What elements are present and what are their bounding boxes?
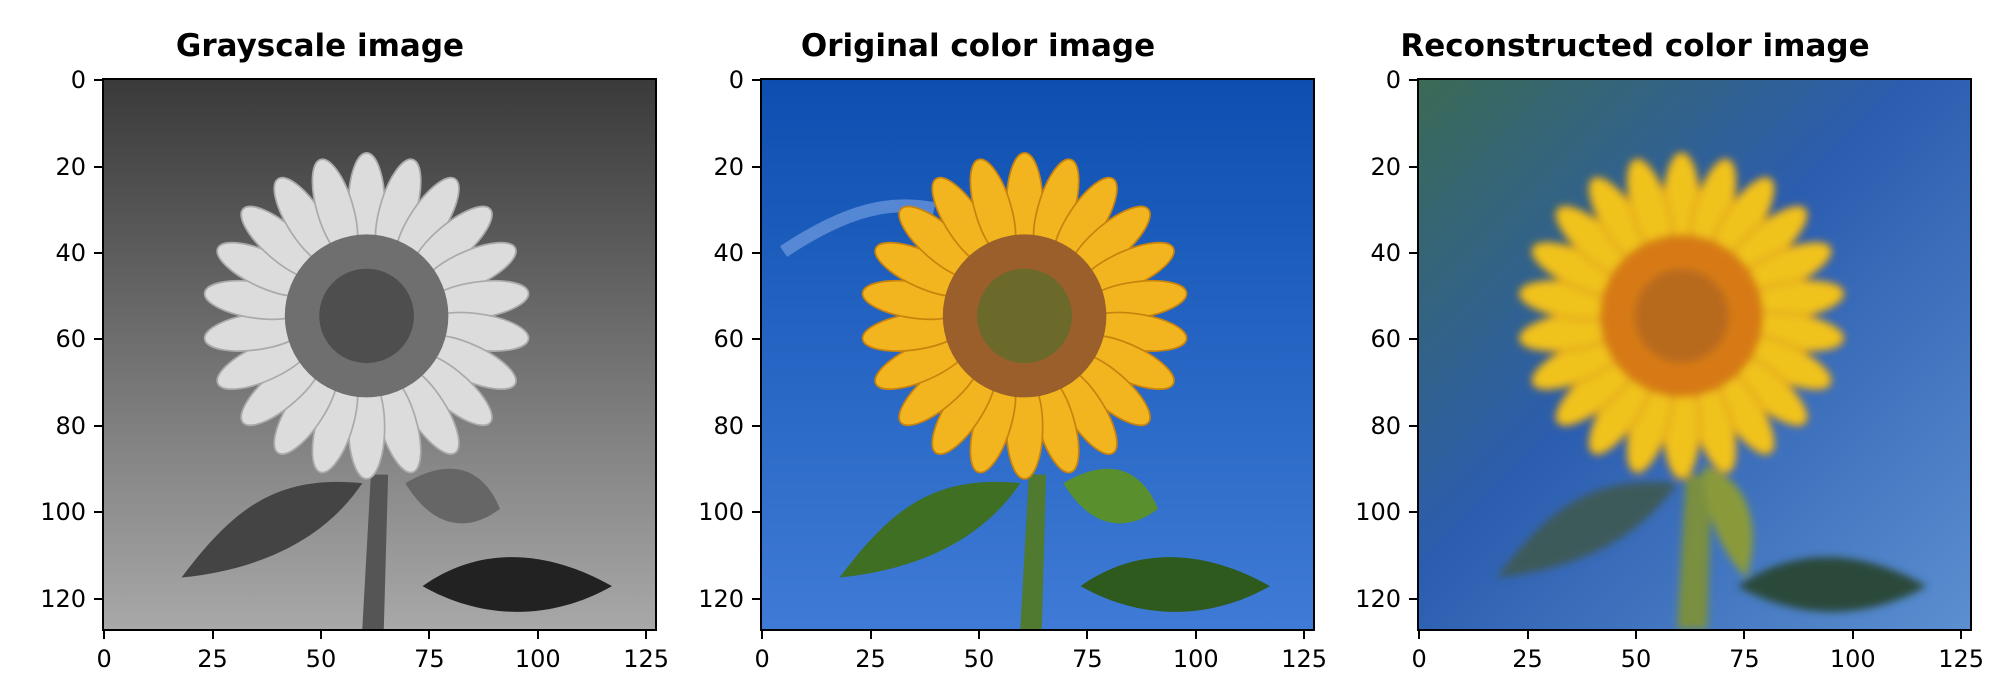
y-tick-label: 120 bbox=[1355, 584, 1401, 613]
y-tick-mark bbox=[752, 597, 760, 600]
x-tick-label: 100 bbox=[1172, 645, 1219, 673]
panel-title: Reconstructed color image bbox=[1400, 28, 1870, 64]
y-tick-label: 80 bbox=[1370, 411, 1401, 440]
x-tick-mark bbox=[1526, 631, 1529, 639]
reconstructed-color-image bbox=[1419, 80, 1970, 629]
x-tick-mark bbox=[761, 631, 764, 639]
x-tick-label: 0 bbox=[754, 645, 770, 673]
x-tick-label: 100 bbox=[514, 645, 561, 673]
x-tick-label: 0 bbox=[1411, 645, 1427, 673]
x-tick-mark bbox=[319, 631, 322, 639]
y-tick-label: 20 bbox=[55, 152, 86, 181]
y-tick-mark bbox=[752, 338, 760, 341]
y-tick-mark bbox=[1409, 79, 1417, 82]
y-tick-label: 40 bbox=[1370, 238, 1401, 267]
y-tick-label: 20 bbox=[713, 152, 744, 181]
y-tick-label: 120 bbox=[698, 584, 744, 613]
y-tick-label: 40 bbox=[55, 238, 86, 267]
x-tick-label: 25 bbox=[855, 645, 886, 673]
x-tick-mark bbox=[645, 631, 648, 639]
x-tick-label: 50 bbox=[963, 645, 995, 673]
image-axes bbox=[760, 78, 1315, 631]
panel-title: Grayscale image bbox=[175, 28, 465, 64]
y-tick-label: 0 bbox=[1385, 66, 1401, 95]
x-tick-mark bbox=[1194, 631, 1197, 639]
x-tick-label: 125 bbox=[1938, 645, 1985, 673]
panel-original: Original color image 0 20 40 60 80 100 120 0 25 5… bbox=[658, 0, 1327, 699]
y-tick-mark bbox=[752, 165, 760, 168]
y-tick-mark bbox=[94, 424, 102, 427]
panel-grayscale: Grayscale image 0 20 40 60 80 100 120 0 25 50 75 10… bbox=[0, 0, 669, 699]
x-tick-mark bbox=[1743, 631, 1746, 639]
x-tick-label: 75 bbox=[414, 645, 445, 673]
x-tick-label: 75 bbox=[1072, 645, 1103, 673]
image-axes bbox=[102, 78, 657, 631]
y-tick-label: 0 bbox=[70, 66, 86, 95]
x-tick-label: 75 bbox=[1729, 645, 1760, 673]
y-tick-mark bbox=[1409, 424, 1417, 427]
x-tick-mark bbox=[1303, 631, 1306, 639]
panel-reconstructed: Reconstructed color image 0 20 40 60 80 100 12… bbox=[1315, 0, 1984, 699]
x-tick-label: 100 bbox=[1829, 645, 1876, 673]
x-tick-label: 50 bbox=[305, 645, 337, 673]
x-tick-mark bbox=[1418, 631, 1421, 639]
x-tick-label: 50 bbox=[1620, 645, 1652, 673]
x-tick-mark bbox=[536, 631, 539, 639]
y-tick-mark bbox=[94, 511, 102, 514]
y-tick-label: 80 bbox=[55, 411, 86, 440]
image-axes bbox=[1417, 78, 1972, 631]
y-tick-mark bbox=[1409, 165, 1417, 168]
x-tick-label: 125 bbox=[1281, 645, 1328, 673]
x-tick-mark bbox=[869, 631, 872, 639]
y-tick-label: 0 bbox=[728, 66, 744, 95]
x-tick-label: 25 bbox=[197, 645, 228, 673]
grayscale-image bbox=[104, 80, 655, 629]
x-tick-label: 25 bbox=[1512, 645, 1543, 673]
y-tick-mark bbox=[752, 511, 760, 514]
y-tick-label: 120 bbox=[40, 584, 86, 613]
y-tick-label: 60 bbox=[713, 325, 744, 354]
original-color-image bbox=[762, 80, 1313, 629]
y-tick-label: 40 bbox=[713, 238, 744, 267]
x-tick-mark bbox=[1960, 631, 1963, 639]
y-tick-label: 60 bbox=[1370, 325, 1401, 354]
panel-title: Original color image bbox=[800, 28, 1156, 64]
y-tick-mark bbox=[94, 338, 102, 341]
x-tick-mark bbox=[1086, 631, 1089, 639]
y-tick-mark bbox=[94, 251, 102, 254]
y-tick-mark bbox=[1409, 597, 1417, 600]
x-tick-mark bbox=[1634, 631, 1637, 639]
y-tick-mark bbox=[752, 79, 760, 82]
y-tick-mark bbox=[1409, 338, 1417, 341]
y-tick-label: 60 bbox=[55, 325, 86, 354]
y-tick-label: 80 bbox=[713, 411, 744, 440]
y-tick-mark bbox=[1409, 511, 1417, 514]
x-tick-mark bbox=[1851, 631, 1854, 639]
y-tick-mark bbox=[94, 165, 102, 168]
x-tick-mark bbox=[103, 631, 106, 639]
y-tick-label: 20 bbox=[1370, 152, 1401, 181]
x-tick-label: 125 bbox=[623, 645, 670, 673]
y-tick-mark bbox=[752, 424, 760, 427]
x-tick-mark bbox=[977, 631, 980, 639]
y-tick-label: 100 bbox=[40, 498, 86, 527]
y-tick-label: 100 bbox=[698, 498, 744, 527]
x-tick-mark bbox=[428, 631, 431, 639]
y-tick-mark bbox=[752, 251, 760, 254]
y-tick-label: 100 bbox=[1355, 498, 1401, 527]
x-tick-mark bbox=[211, 631, 214, 639]
y-tick-mark bbox=[94, 597, 102, 600]
y-tick-mark bbox=[94, 79, 102, 82]
x-tick-label: 0 bbox=[96, 645, 112, 673]
y-tick-mark bbox=[1409, 251, 1417, 254]
